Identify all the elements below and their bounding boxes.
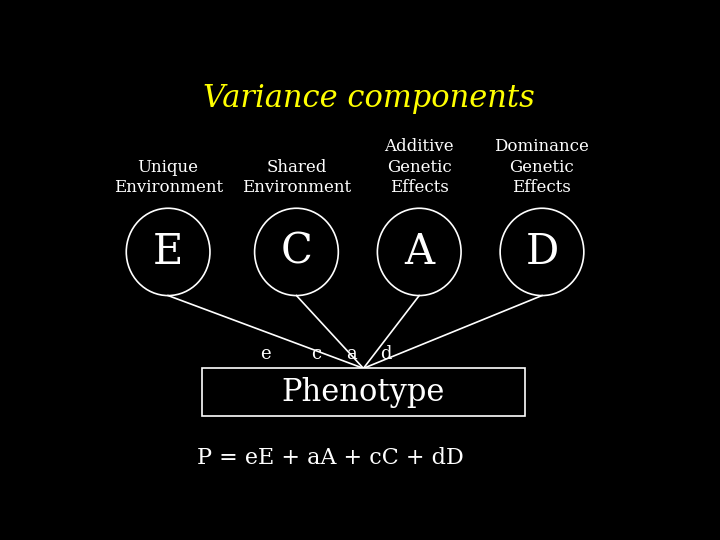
Text: Shared
Environment: Shared Environment: [242, 159, 351, 196]
FancyBboxPatch shape: [202, 368, 526, 416]
Text: Phenotype: Phenotype: [282, 377, 445, 408]
Text: E: E: [153, 231, 184, 273]
Text: d: d: [380, 345, 392, 363]
Text: Variance components: Variance components: [203, 83, 535, 113]
Text: c: c: [311, 345, 321, 363]
Text: a: a: [346, 345, 356, 363]
Text: C: C: [281, 231, 312, 273]
Text: e: e: [261, 345, 271, 363]
Text: D: D: [526, 231, 559, 273]
Text: A: A: [404, 231, 434, 273]
Text: Unique
Environment: Unique Environment: [114, 159, 222, 196]
Text: Dominance
Genetic
Effects: Dominance Genetic Effects: [495, 138, 590, 196]
Text: Additive
Genetic
Effects: Additive Genetic Effects: [384, 138, 454, 196]
Text: P = eE + aA + cC + dD: P = eE + aA + cC + dD: [197, 447, 463, 469]
